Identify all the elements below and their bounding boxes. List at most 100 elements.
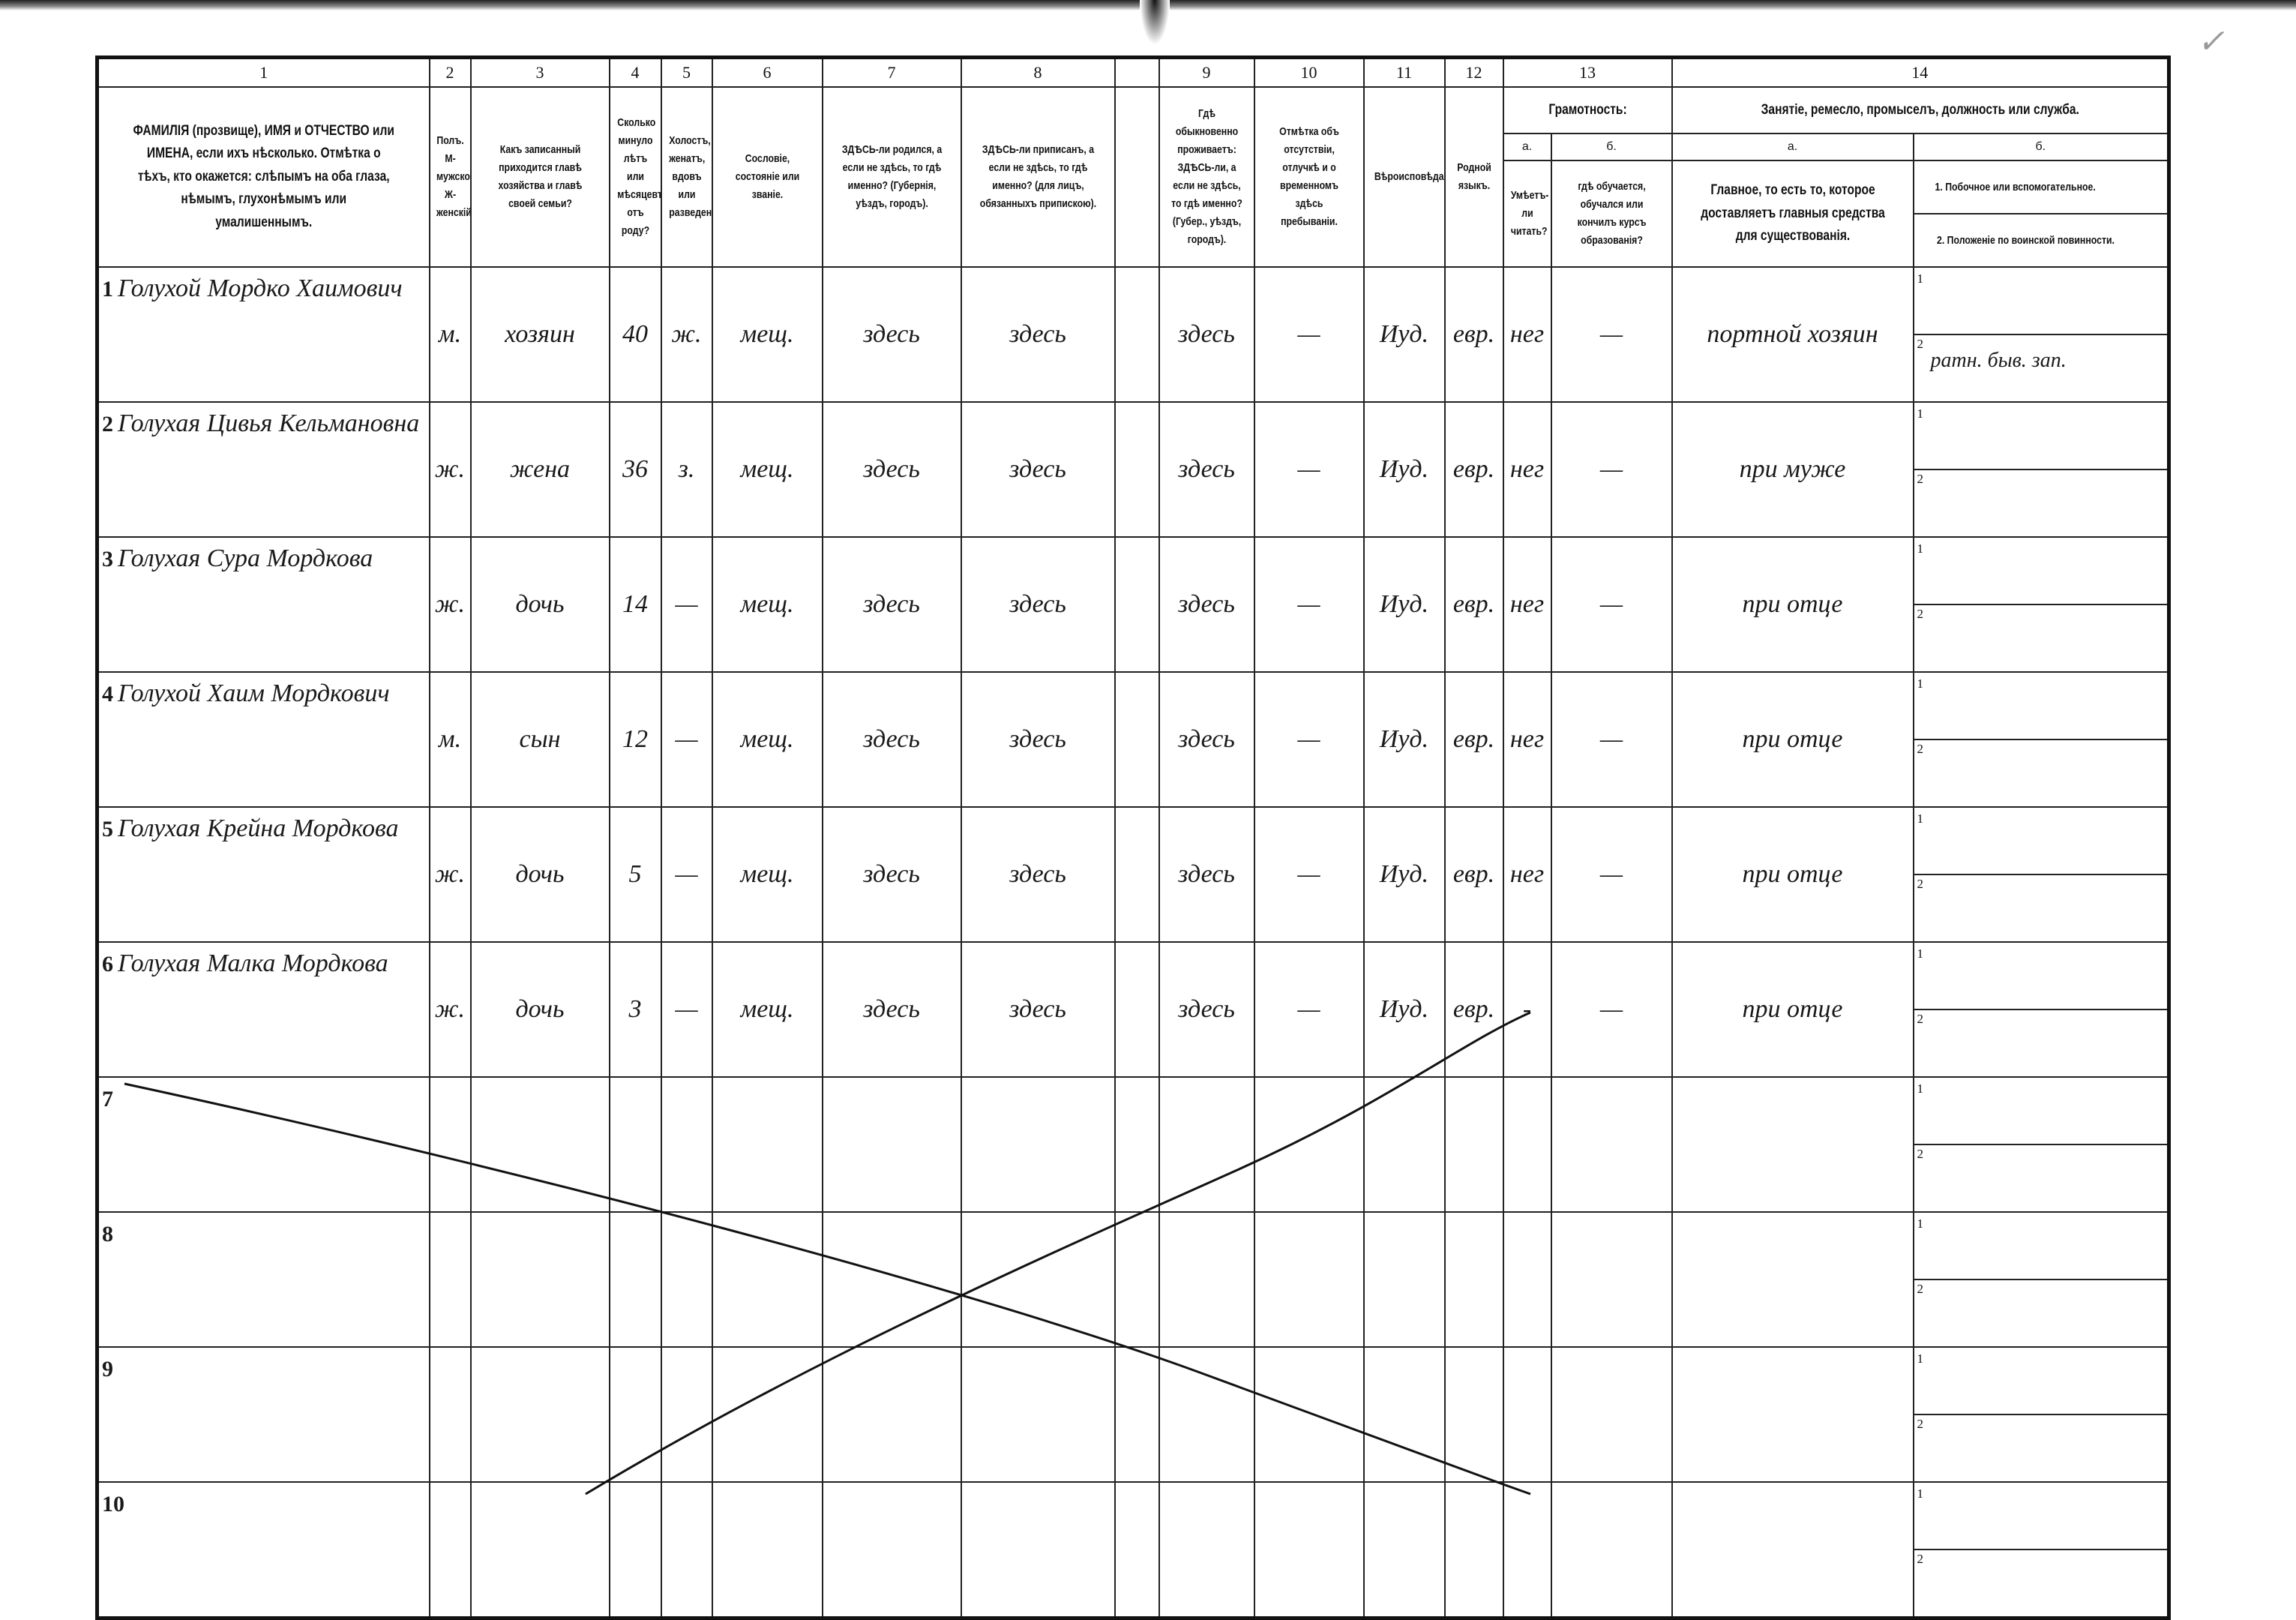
religion-cell: Иуд. <box>1362 941 1446 1078</box>
absence-cell <box>1253 1076 1365 1213</box>
schooling-cell <box>1550 1211 1673 1348</box>
age-cell: 3 <box>608 941 662 1078</box>
estate-cell: мещ. <box>711 401 823 538</box>
occupation-cell: при отце <box>1671 671 1914 808</box>
blank-cell <box>1114 1346 1160 1483</box>
schooling-cell: — <box>1550 806 1673 943</box>
line-number: 1 <box>1917 1486 1924 1501</box>
sex-cell <box>428 1076 472 1213</box>
line-number: 1 <box>1917 406 1924 421</box>
registered-cell: здесь <box>960 941 1116 1078</box>
person-name: Голухая Сура Мордкова <box>118 544 373 572</box>
relation-cell <box>469 1076 610 1213</box>
row-number: 8 <box>102 1222 113 1246</box>
military-status-line: 2 <box>1915 1415 2168 1479</box>
header-estate: Сословіе, состояніе или званіе. <box>711 86 823 268</box>
estate-cell: мещ. <box>711 806 823 943</box>
birthplace-cell <box>821 1076 962 1213</box>
occupation-cell: портной хозяин <box>1671 266 1914 403</box>
registered-cell <box>960 1211 1116 1348</box>
registered-cell: здесь <box>960 806 1116 943</box>
line-number: 2 <box>1917 742 1924 756</box>
header-marital: Холостъ, женатъ, вдовъ или разведенъ. <box>660 86 713 268</box>
schooling-cell: — <box>1550 671 1673 808</box>
can-read-cell <box>1502 1346 1552 1483</box>
residence-cell: здесь <box>1158 806 1255 943</box>
header-age: Сколько минуло лѣтъ или мѣсяцевъ отъ род… <box>608 86 662 268</box>
birthplace-cell: здесь <box>821 536 962 673</box>
religion-cell: Иуд. <box>1362 671 1446 808</box>
schooling-cell: — <box>1550 266 1673 403</box>
occupation-cell <box>1671 1211 1914 1348</box>
row-number: 4 <box>102 682 113 706</box>
person-name: Голухая Крейна Мордкова <box>118 814 399 842</box>
sub-label: а. <box>1502 133 1552 161</box>
registered-cell: здесь <box>960 266 1116 403</box>
birthplace-cell <box>821 1481 962 1619</box>
age-cell: 12 <box>608 671 662 808</box>
name-cell: 10 <box>96 1481 430 1619</box>
age-cell: 5 <box>608 806 662 943</box>
side-occupation-line: 1 <box>1914 540 2167 605</box>
line-number: 2 <box>1917 1147 1924 1161</box>
line-number: 1 <box>1917 1352 1924 1366</box>
line-number: 2 <box>1917 1552 1924 1566</box>
language-cell <box>1443 1481 1504 1619</box>
table-row: 2 Голухая Цивья Кельмановна ж. жена 36 з. мещ.… <box>96 401 2170 538</box>
name-cell: 2 Голухая Цивья Кельмановна <box>96 401 430 538</box>
occupation-cell: при отце <box>1671 941 1914 1078</box>
header-name: ФАМИЛІЯ (прозвище), ИМЯ и ОТЧЕСТВО или И… <box>96 86 430 268</box>
estate-cell <box>711 1211 823 1348</box>
header-language: Родной языкъ. <box>1443 86 1504 268</box>
line-number: 2 <box>1917 607 1924 621</box>
sex-cell: м. <box>428 671 472 808</box>
relation-cell: дочь <box>469 536 610 673</box>
col-number: 8 <box>960 56 1116 88</box>
estate-cell: мещ. <box>711 941 823 1078</box>
absence-cell <box>1253 1211 1365 1348</box>
absence-cell: — <box>1253 401 1365 538</box>
religion-cell: Иуд. <box>1362 806 1446 943</box>
side-occupation-line: 1 <box>1914 270 2167 335</box>
line-number: 2 <box>1917 1282 1924 1296</box>
col-number: 14 <box>1671 56 2170 88</box>
estate-cell <box>711 1346 823 1483</box>
side-occupation-line: 1 <box>1914 1485 2167 1550</box>
line-number: 2 <box>1917 337 1924 351</box>
residence-cell <box>1158 1211 1255 1348</box>
schooling-cell <box>1550 1076 1673 1213</box>
sex-cell: ж. <box>428 941 472 1078</box>
relation-cell <box>469 1481 610 1619</box>
religion-cell <box>1362 1211 1446 1348</box>
blank-cell <box>1114 1211 1160 1348</box>
estate-cell <box>711 1481 823 1619</box>
absence-cell: — <box>1253 941 1365 1078</box>
header-religion: Вѣроисповѣданіе. <box>1362 86 1446 268</box>
header-relation: Какъ записанный приходится главѣ хозяйст… <box>469 86 610 268</box>
age-cell: 36 <box>608 401 662 538</box>
relation-cell: дочь <box>469 806 610 943</box>
marital-cell <box>660 1481 713 1619</box>
header-secondary: 1. Побочное или вспомогательное. 2. Поло… <box>1912 160 2170 268</box>
residence-cell: здесь <box>1158 401 1255 538</box>
col-number: 6 <box>711 56 823 88</box>
birthplace-cell: здесь <box>821 806 962 943</box>
name-cell: 7 <box>96 1076 430 1213</box>
line-number: 2 <box>1917 472 1924 486</box>
marital-cell: — <box>660 536 713 673</box>
sex-cell: м. <box>428 266 472 403</box>
can-read-cell: - <box>1502 941 1552 1078</box>
language-cell: евр. <box>1443 536 1504 673</box>
table-row: 6 Голухая Малка Мордкова ж. дочь 3— мещ. здесь… <box>96 941 2170 1078</box>
line-value: ратн. быв. зап. <box>1930 349 2067 372</box>
name-cell: 9 <box>96 1346 430 1483</box>
birthplace-cell: здесь <box>821 671 962 808</box>
person-name: Голухая Цивья Кельмановна <box>118 410 420 437</box>
row-number: 5 <box>102 817 113 842</box>
